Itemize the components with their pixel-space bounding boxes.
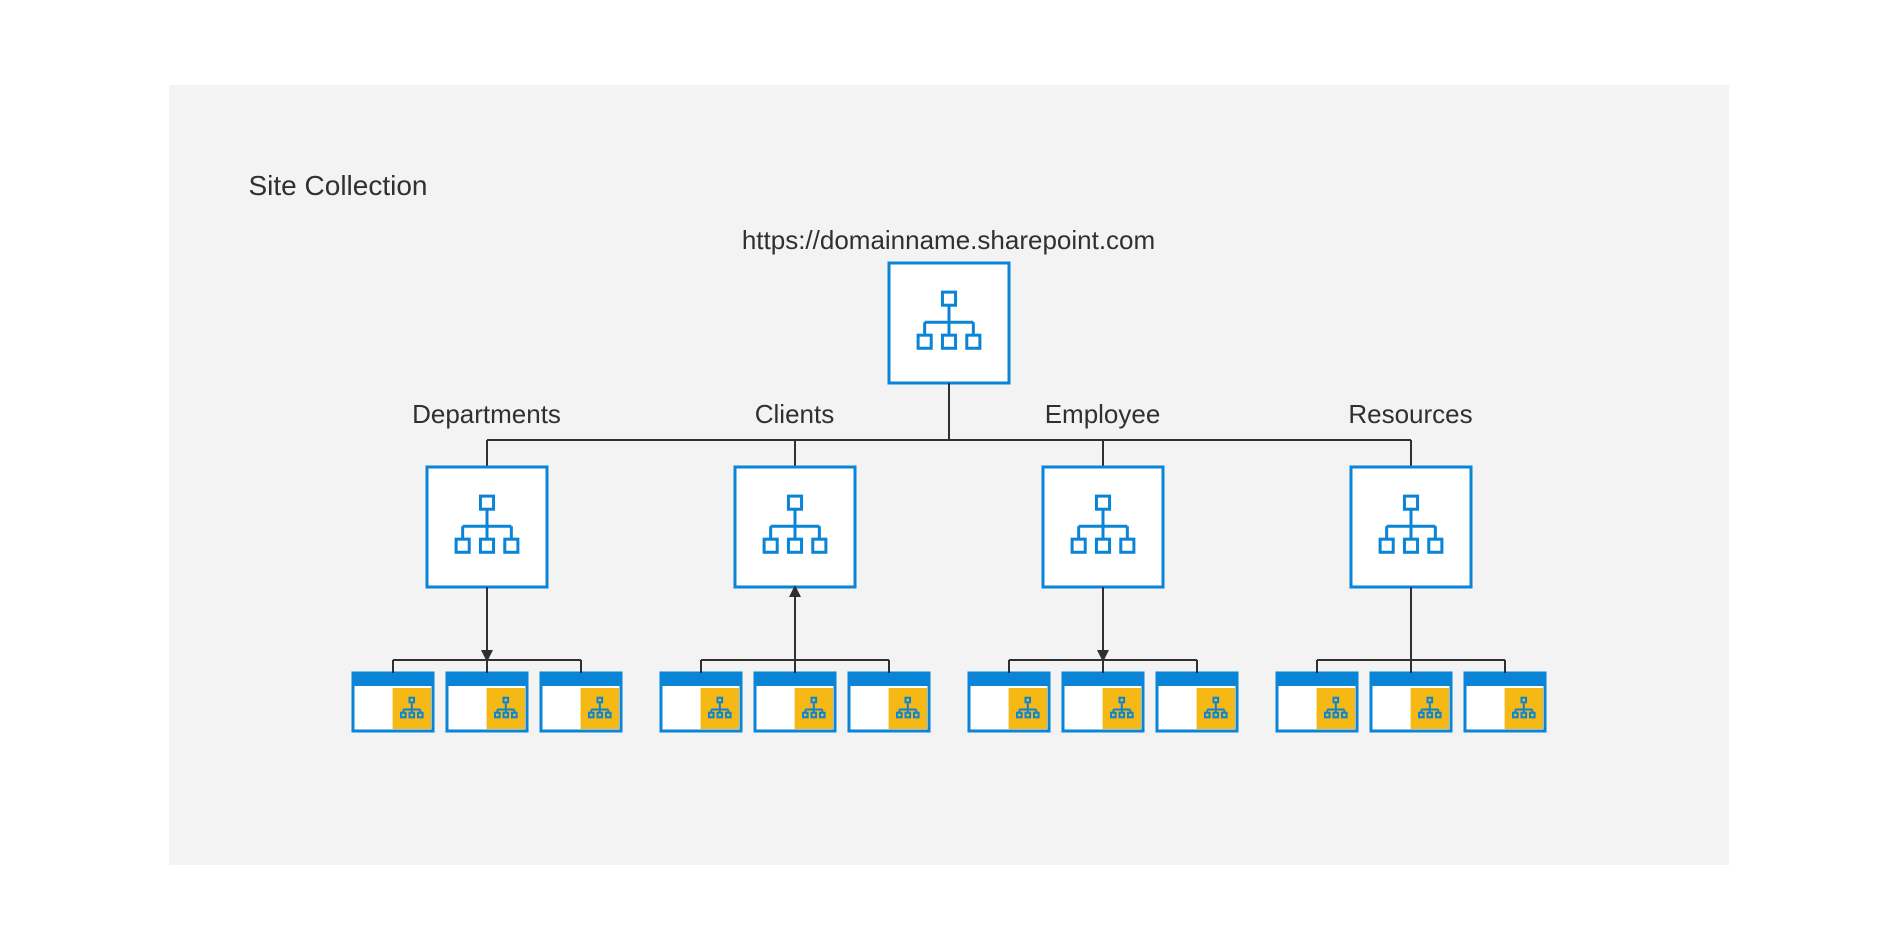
branch-label-clients: Clients <box>755 399 834 430</box>
diagram-svg <box>169 85 1729 865</box>
root-url: https://domainname.sharepoint.com <box>742 225 1155 256</box>
diagram-canvas: Site Collection https://domainname.share… <box>169 85 1729 865</box>
branch-label-departments: Departments <box>412 399 561 430</box>
branch-label-employee: Employee <box>1045 399 1161 430</box>
branch-label-resources: Resources <box>1348 399 1472 430</box>
diagram-title: Site Collection <box>249 170 428 202</box>
